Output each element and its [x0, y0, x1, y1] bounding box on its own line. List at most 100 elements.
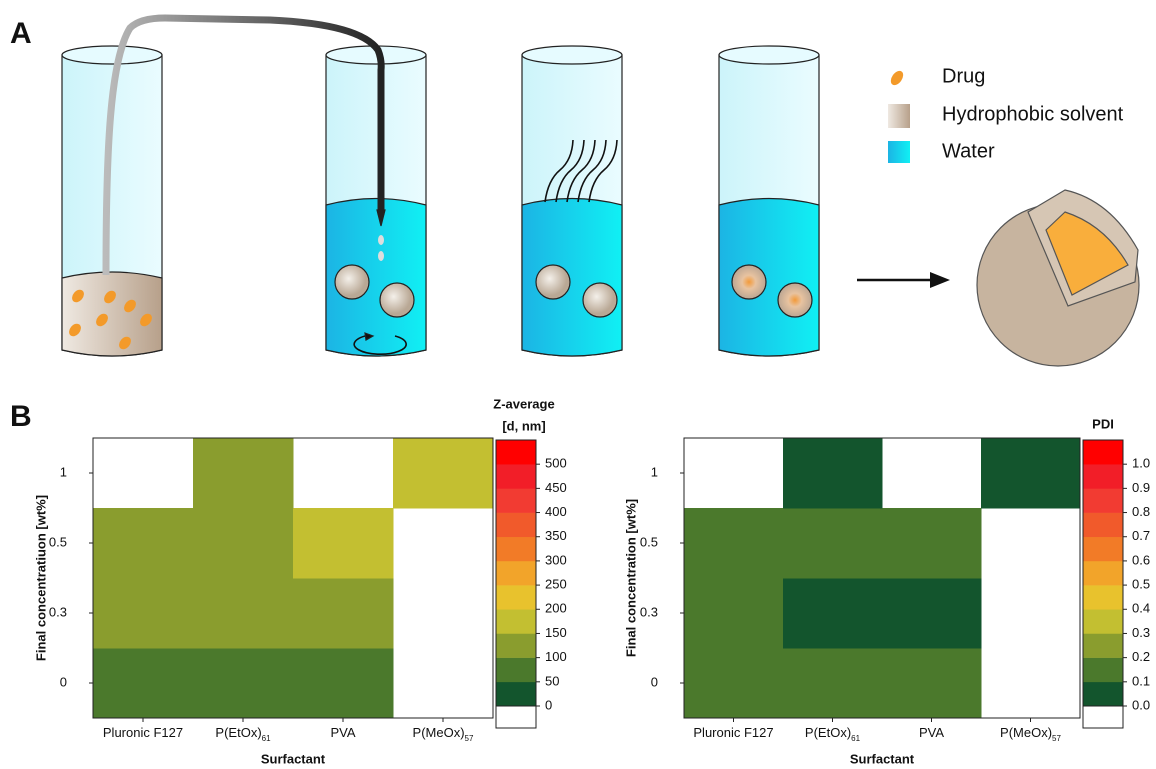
x-tick-text: Pluronic F127: [103, 725, 183, 740]
colorbar-tick-label: 150: [545, 625, 567, 640]
y-tick-label: 1: [651, 464, 658, 479]
colorbar-band: [496, 682, 536, 706]
x-tick-subscript: 57: [1052, 734, 1061, 743]
heatmap-cell: [684, 508, 784, 579]
colorbar-tick-label: 0.4: [1132, 601, 1150, 616]
heatmap-cell: [882, 508, 982, 579]
x-tick-label: P(EtOx)61: [215, 725, 271, 743]
colorbar-tick-label: 0.9: [1132, 480, 1150, 495]
heatmap-cell: [193, 578, 294, 649]
colorbar-band: [1083, 609, 1123, 633]
colorbar-tick-label: 0: [545, 697, 552, 712]
x-tick-text: P(MeOx): [413, 725, 465, 740]
heatmap-cell: [783, 578, 883, 649]
colorbar-band: [496, 440, 536, 464]
heatmap-cell: [93, 508, 194, 579]
heatmap-cell: [684, 578, 784, 649]
x-tick-subscript: 61: [851, 734, 860, 743]
colorbar-title: PDI: [1092, 416, 1114, 431]
colorbar-band: [496, 537, 536, 561]
colorbar-title: [d, nm]: [502, 418, 545, 433]
x-tick-text: PVA: [330, 725, 355, 740]
colorbar-tick-label: 200: [545, 601, 567, 616]
colorbar-band: [496, 609, 536, 633]
colorbar-tick-label: 500: [545, 456, 567, 471]
colorbar-band: [1083, 585, 1123, 609]
x-tick-label: P(MeOx)57: [1000, 725, 1061, 743]
x-tick-subscript: 61: [262, 734, 271, 743]
colorbar-band: [1083, 537, 1123, 561]
colorbar-band: [1083, 440, 1123, 464]
x-axis-title: Surfactant: [261, 751, 326, 766]
colorbar-tick-label: 0.7: [1132, 528, 1150, 543]
x-tick-subscript: 57: [465, 734, 474, 743]
heatmap-cell: [783, 438, 883, 509]
y-tick-label: 1: [60, 464, 67, 479]
colorbar-tick-label: 0.2: [1132, 649, 1150, 664]
colorbar-band: [1083, 561, 1123, 585]
panel-label: B: [10, 400, 32, 433]
colorbar-band: [1083, 682, 1123, 706]
colorbar-tick-label: 0.5: [1132, 577, 1150, 592]
heatmap-cell: [882, 648, 982, 719]
y-tick-label: 0.3: [640, 604, 658, 619]
colorbar-tick-label: 450: [545, 480, 567, 495]
colorbar-band: [1083, 488, 1123, 512]
x-tick-label: Pluronic F127: [103, 725, 183, 740]
colorbar-band: [1083, 658, 1123, 682]
y-tick-label: 0: [651, 674, 658, 689]
heatmap-cell: [193, 438, 294, 509]
colorbar-band: [496, 633, 536, 657]
x-tick-text: P(EtOx): [215, 725, 261, 740]
colorbar-tick-label: 250: [545, 577, 567, 592]
legend-label: Water: [942, 140, 995, 162]
heatmap-cell: [193, 508, 294, 579]
colorbar-band: [496, 513, 536, 537]
x-tick-label: PVA: [919, 725, 944, 740]
colorbar-band: [496, 488, 536, 512]
colorbar-tick-label: 0.8: [1132, 504, 1150, 519]
x-tick-text: Pluronic F127: [693, 725, 773, 740]
heatmap-cell: [882, 578, 982, 649]
colorbar-tick-label: 1.0: [1132, 456, 1150, 471]
y-tick-label: 0.5: [640, 534, 658, 549]
heatmap-cell: [93, 578, 194, 649]
panel-label: A: [10, 17, 32, 50]
colorbar-tick-label: 0.3: [1132, 625, 1150, 640]
y-tick-label: 0.5: [49, 534, 67, 549]
x-tick-text: P(EtOx): [805, 725, 851, 740]
colorbar-tick-label: 100: [545, 649, 567, 664]
x-tick-text: PVA: [919, 725, 944, 740]
heatmap-cell: [293, 508, 394, 579]
colorbar-band: [496, 658, 536, 682]
x-tick-text: P(MeOx): [1000, 725, 1052, 740]
colorbar-missing: [1083, 706, 1123, 728]
colorbar-title: Z-average: [493, 396, 554, 411]
heatmap-cell: [684, 648, 784, 719]
y-tick-label: 0.3: [49, 604, 67, 619]
x-tick-label: Pluronic F127: [693, 725, 773, 740]
y-axis-title: Final concentratiuon [wt%]: [33, 495, 48, 661]
colorbar-band: [496, 561, 536, 585]
colorbar-tick-label: 50: [545, 673, 559, 688]
colorbar-missing: [496, 706, 536, 728]
colorbar-tick-label: 0.6: [1132, 552, 1150, 567]
colorbar-tick-label: 300: [545, 552, 567, 567]
legend-label: Hydrophobic solvent: [942, 103, 1124, 125]
figure: A B: [0, 0, 1156, 769]
x-tick-label: P(EtOx)61: [805, 725, 861, 743]
heatmap-cell: [193, 648, 294, 719]
colorbar-band: [496, 585, 536, 609]
heatmap-cell: [93, 648, 194, 719]
y-axis-title: Final concentration [wt%]: [623, 499, 638, 657]
colorbar-band: [496, 464, 536, 488]
heatmap-cell: [393, 438, 494, 509]
colorbar-tick-label: 400: [545, 504, 567, 519]
colorbar-band: [1083, 464, 1123, 488]
heatmap-cell: [783, 508, 883, 579]
heatmap-cell: [293, 648, 394, 719]
x-tick-label: P(MeOx)57: [413, 725, 474, 743]
x-tick-label: PVA: [330, 725, 355, 740]
colorbar-tick-label: 0.1: [1132, 673, 1150, 688]
colorbar-band: [1083, 513, 1123, 537]
